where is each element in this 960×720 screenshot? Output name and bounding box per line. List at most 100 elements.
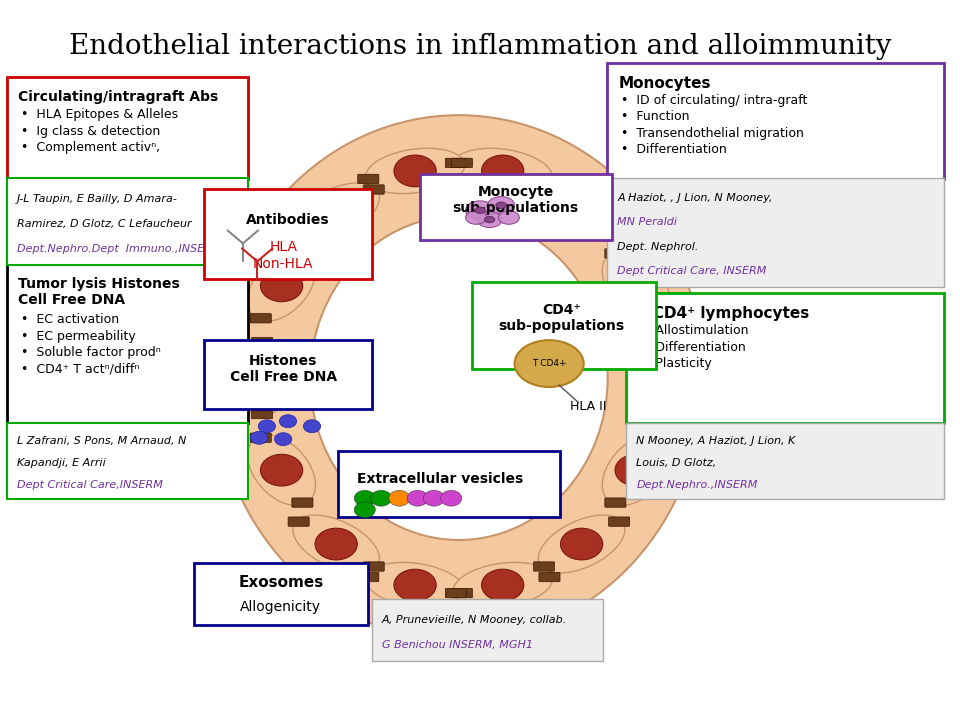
Text: HLA II: HLA II	[570, 400, 607, 413]
FancyBboxPatch shape	[363, 562, 384, 571]
Ellipse shape	[366, 148, 465, 194]
Text: •  Allostimulation: • Allostimulation	[640, 324, 749, 337]
Circle shape	[561, 196, 603, 228]
Ellipse shape	[293, 515, 379, 573]
FancyBboxPatch shape	[7, 423, 248, 499]
FancyBboxPatch shape	[607, 63, 944, 179]
Text: N Mooney, A Haziot, J Lion, K: N Mooney, A Haziot, J Lion, K	[636, 436, 796, 446]
FancyBboxPatch shape	[372, 599, 603, 661]
FancyBboxPatch shape	[204, 189, 372, 279]
Ellipse shape	[539, 515, 625, 573]
FancyBboxPatch shape	[539, 174, 560, 184]
Ellipse shape	[539, 183, 625, 241]
Ellipse shape	[485, 216, 495, 223]
Text: •  ID of circulating/ intra-graft: • ID of circulating/ intra-graft	[621, 94, 807, 107]
Text: Dept.Nephro.Dept  Immuno.,INSERM: Dept.Nephro.Dept Immuno.,INSERM	[17, 244, 222, 254]
Text: Endothelial interactions in inflammation and alloimmunity: Endothelial interactions in inflammation…	[69, 33, 891, 60]
Text: Extracellular vesicles: Extracellular vesicles	[356, 472, 523, 486]
Text: •  Transendothelial migration: • Transendothelial migration	[621, 127, 804, 140]
Text: MN Peraldi: MN Peraldi	[617, 217, 678, 228]
Text: Monocytes: Monocytes	[618, 76, 710, 91]
Text: Dept Critical Care, INSERM: Dept Critical Care, INSERM	[617, 266, 767, 276]
FancyBboxPatch shape	[645, 337, 666, 346]
FancyBboxPatch shape	[7, 264, 248, 423]
Circle shape	[354, 502, 375, 518]
FancyBboxPatch shape	[451, 588, 472, 598]
Ellipse shape	[627, 340, 684, 416]
Text: •  Soluble factor prodⁿ: • Soluble factor prodⁿ	[21, 346, 161, 359]
Ellipse shape	[474, 207, 485, 213]
Ellipse shape	[602, 435, 670, 505]
FancyBboxPatch shape	[251, 314, 272, 323]
Text: •  Ig class & detection: • Ig class & detection	[21, 125, 160, 138]
Circle shape	[258, 420, 276, 433]
Text: •  Function: • Function	[621, 110, 689, 123]
Text: A Haziot, , J Lion, N Mooney,: A Haziot, , J Lion, N Mooney,	[617, 193, 773, 203]
FancyBboxPatch shape	[358, 174, 379, 184]
Circle shape	[371, 490, 392, 506]
Text: Circulating/intragraft Abs: Circulating/intragraft Abs	[18, 90, 219, 104]
Circle shape	[482, 570, 524, 601]
FancyBboxPatch shape	[609, 230, 630, 239]
FancyBboxPatch shape	[292, 498, 313, 508]
Circle shape	[615, 454, 658, 486]
FancyBboxPatch shape	[646, 314, 667, 323]
Ellipse shape	[366, 562, 465, 608]
FancyBboxPatch shape	[338, 451, 560, 517]
Circle shape	[260, 270, 302, 302]
Circle shape	[407, 490, 428, 506]
Text: •  Differentiation: • Differentiation	[640, 341, 746, 354]
Text: •  EC permeability: • EC permeability	[21, 330, 136, 343]
Text: A, Prunevieille, N Mooney, collab.: A, Prunevieille, N Mooney, collab.	[382, 615, 567, 625]
FancyBboxPatch shape	[7, 77, 248, 179]
Text: Monocyte
sub-populations: Monocyte sub-populations	[452, 185, 579, 215]
FancyBboxPatch shape	[472, 282, 656, 369]
FancyBboxPatch shape	[252, 409, 273, 418]
Ellipse shape	[293, 183, 379, 241]
FancyBboxPatch shape	[288, 517, 309, 526]
FancyBboxPatch shape	[445, 158, 467, 168]
Text: Tumor lysis Histones
Cell Free DNA: Tumor lysis Histones Cell Free DNA	[18, 277, 180, 307]
Ellipse shape	[488, 197, 515, 214]
FancyBboxPatch shape	[626, 423, 944, 499]
Circle shape	[635, 362, 677, 394]
Circle shape	[615, 270, 658, 302]
Ellipse shape	[496, 202, 507, 209]
Circle shape	[279, 415, 297, 428]
FancyBboxPatch shape	[626, 293, 944, 423]
Circle shape	[303, 420, 321, 433]
Circle shape	[275, 433, 292, 446]
FancyBboxPatch shape	[605, 498, 626, 508]
Text: •  CD4⁺ T actⁿ/diffⁿ: • CD4⁺ T actⁿ/diffⁿ	[21, 363, 139, 376]
Text: Allogenicity: Allogenicity	[240, 600, 322, 613]
FancyBboxPatch shape	[7, 178, 248, 265]
Text: CD4⁺
sub-populations: CD4⁺ sub-populations	[498, 303, 625, 333]
Circle shape	[441, 490, 462, 506]
Text: Ramirez, D Glotz, C Lefaucheur: Ramirez, D Glotz, C Lefaucheur	[17, 219, 192, 229]
Ellipse shape	[453, 562, 552, 608]
FancyBboxPatch shape	[607, 178, 944, 287]
Text: •  HLA Epitopes & Alleles: • HLA Epitopes & Alleles	[21, 108, 179, 121]
Ellipse shape	[310, 216, 608, 540]
Text: G Benichou INSERM, MGH1: G Benichou INSERM, MGH1	[382, 640, 533, 650]
Text: Kapandji, E Arrii: Kapandji, E Arrii	[17, 458, 106, 468]
Circle shape	[423, 490, 444, 506]
Text: Dept Critical Care,INSERM: Dept Critical Care,INSERM	[17, 480, 163, 490]
Ellipse shape	[466, 211, 487, 225]
Circle shape	[251, 431, 268, 444]
Ellipse shape	[248, 251, 316, 321]
Circle shape	[260, 454, 302, 486]
Text: •  EC activation: • EC activation	[21, 313, 119, 326]
FancyBboxPatch shape	[204, 340, 372, 409]
Text: Antibodies: Antibodies	[246, 212, 330, 227]
Ellipse shape	[453, 148, 552, 194]
Ellipse shape	[466, 201, 494, 220]
Circle shape	[315, 528, 357, 560]
Ellipse shape	[248, 435, 316, 505]
Circle shape	[482, 155, 524, 186]
Ellipse shape	[515, 341, 584, 387]
FancyBboxPatch shape	[609, 517, 630, 526]
FancyBboxPatch shape	[646, 433, 667, 442]
Circle shape	[561, 528, 603, 560]
FancyBboxPatch shape	[420, 174, 612, 240]
